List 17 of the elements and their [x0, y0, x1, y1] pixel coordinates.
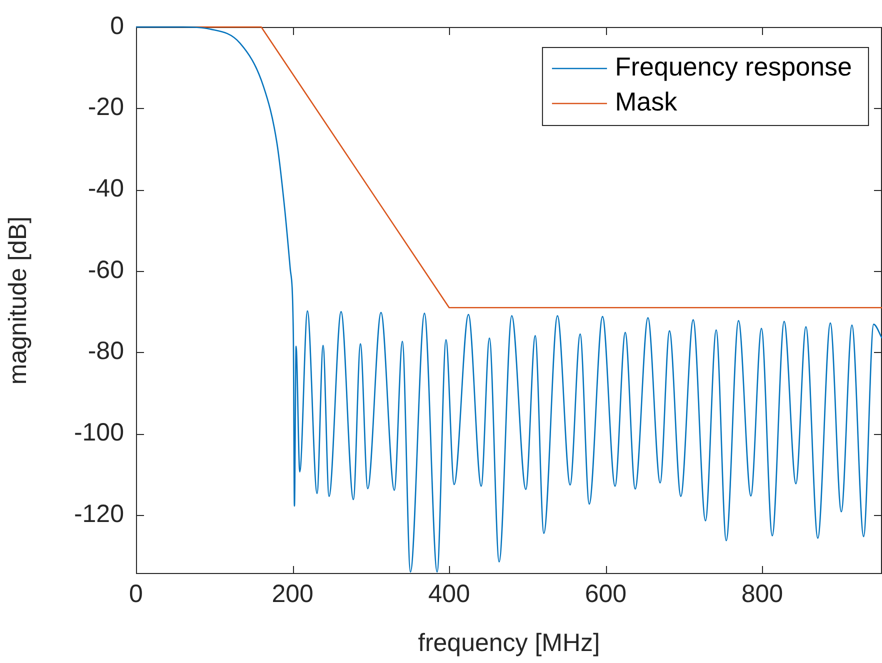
legend-label: Frequency response: [614, 52, 852, 82]
y-axis-title: magnitude [dB]: [4, 216, 32, 385]
legend-label: Mask: [614, 86, 678, 117]
x-tick-label: 600: [584, 580, 627, 608]
y-tick-label: -60: [88, 256, 124, 284]
y-tick-label: -40: [88, 174, 124, 203]
y-tick-label: -120: [74, 500, 124, 528]
line-series: [135, 26, 882, 573]
y-tick-label: -100: [74, 418, 124, 447]
x-tick-label: 800: [741, 580, 784, 608]
x-tick-label: 0: [129, 580, 143, 608]
x-tick-label: 200: [272, 580, 314, 608]
y-tick-label: 0: [110, 12, 124, 40]
y-tick-label: -80: [88, 337, 124, 366]
x-axis-title: frequency [MHz]: [418, 628, 600, 657]
x-tick-label: 400: [428, 580, 470, 608]
y-tick-label: -20: [88, 93, 124, 122]
